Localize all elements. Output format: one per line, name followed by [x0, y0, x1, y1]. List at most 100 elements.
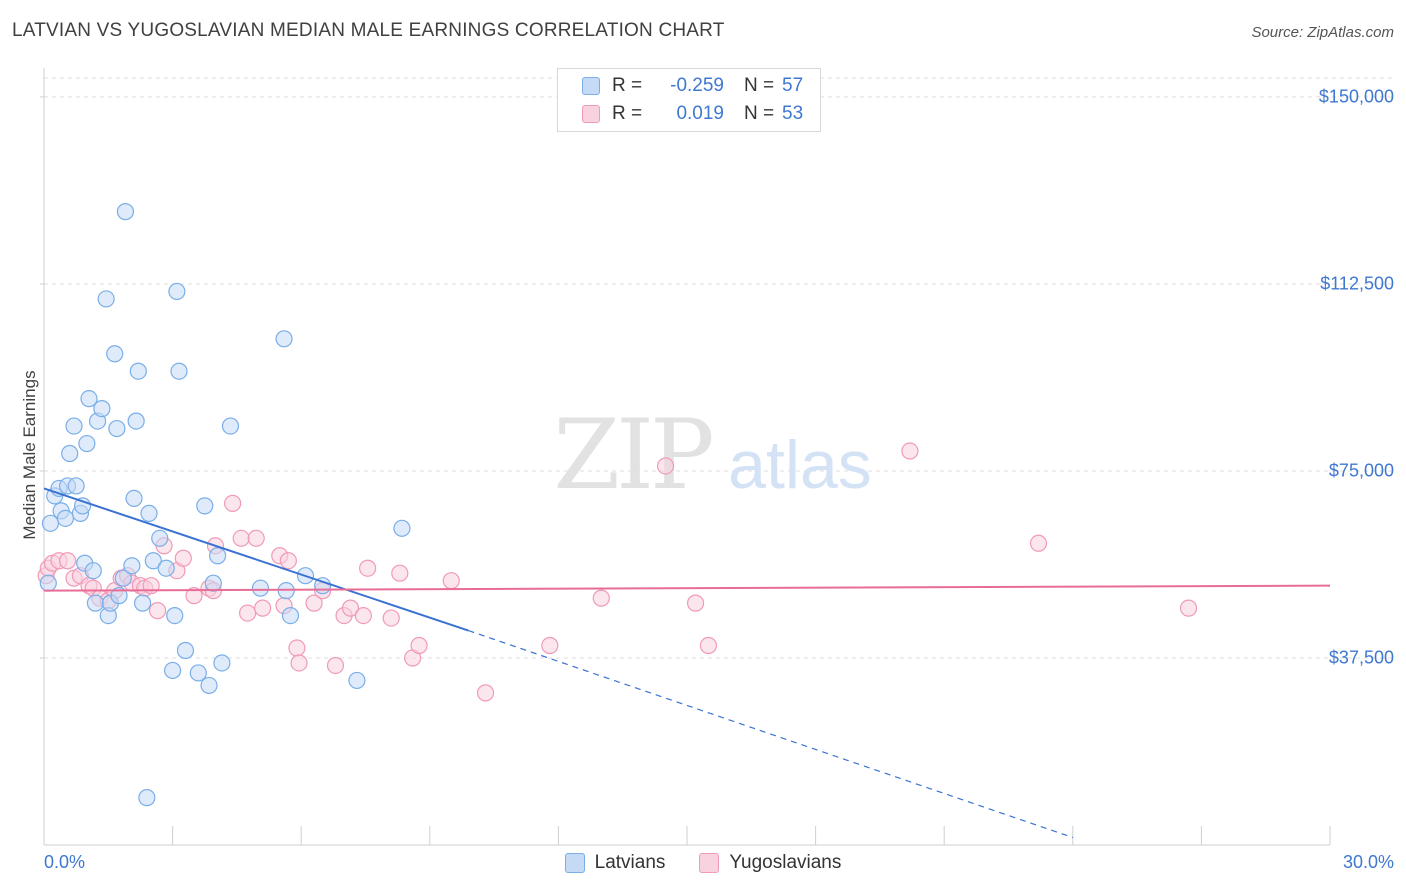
yugoslavians-point — [901, 442, 919, 460]
latvians-point — [348, 671, 366, 690]
yugoslavians-point — [142, 577, 160, 595]
latvians-point — [127, 412, 145, 430]
yugoslavians-n-value: 53 — [782, 103, 804, 124]
latvians-point — [123, 557, 141, 575]
yugoslavians-point — [305, 594, 323, 612]
latvians-trend-line — [43, 487, 469, 632]
yugoslavians-point — [410, 636, 428, 655]
latvians-point — [65, 417, 83, 435]
yugoslavians-point — [354, 606, 372, 625]
yugoslavians-point — [686, 594, 705, 612]
yugoslavians-point — [279, 552, 297, 570]
yugoslavians-point — [699, 636, 718, 655]
yugoslavians-point — [232, 529, 250, 547]
latvians-point — [116, 203, 135, 221]
latvians-point — [200, 676, 218, 695]
yugoslavians-point — [656, 457, 675, 475]
stats-legend: R = -0.259 N = 57 R = 0.019 N = 53 — [557, 68, 821, 132]
latvians-swatch — [582, 77, 600, 95]
latvians-point — [86, 594, 105, 612]
yugoslavians-point — [476, 684, 495, 702]
latvians-point — [144, 552, 162, 570]
yugoslavians-point — [247, 529, 265, 547]
latvians-point — [80, 390, 98, 408]
chart-source: Source: ZipAtlas.com — [1251, 24, 1394, 41]
trend-lines — [43, 487, 1331, 839]
latvians-trend-extension — [468, 629, 1073, 839]
latvians-point — [196, 497, 214, 515]
latvians-point — [275, 330, 293, 348]
yugoslavians-point — [185, 587, 203, 605]
gridlines — [40, 77, 1394, 659]
series-legend: Latvians Yugoslavians — [0, 852, 1406, 874]
latvians-r-value: -0.259 — [670, 75, 724, 96]
latvians-point — [251, 579, 270, 597]
latvians-point — [84, 562, 102, 580]
latvians-point — [221, 417, 240, 435]
yugoslavians-point — [382, 609, 400, 627]
latvians-point — [61, 444, 79, 463]
yugoslavians-point — [254, 599, 272, 617]
yugoslavians-swatch — [582, 105, 600, 123]
latvians-point — [151, 529, 169, 547]
latvians-legend-swatch — [564, 853, 585, 873]
legend-n-label: N = — [744, 103, 775, 124]
legend-item-yugoslavians[interactable]: Yugoslavians — [699, 852, 841, 874]
latvians-point — [39, 574, 57, 592]
yugoslavians-point — [326, 656, 345, 675]
latvians-legend-label: Latvians — [594, 852, 666, 873]
latvians-point — [204, 574, 222, 592]
chart-title: LATVIAN VS YUGOSLAVIAN MEDIAN MALE EARNI… — [12, 20, 725, 41]
yugoslavians-point — [541, 636, 559, 655]
yugoslavians-point — [290, 654, 308, 672]
latvians-point — [189, 664, 207, 682]
y-tick-label: $112,500 — [1320, 273, 1394, 294]
yugoslavians-point — [341, 599, 360, 617]
latvians-point — [209, 547, 227, 565]
x-tick-max: 30.0% — [1342, 852, 1394, 872]
latvians-point — [170, 362, 188, 380]
latvians-point — [140, 504, 158, 522]
latvians-point — [125, 489, 143, 507]
legend-item-latvians[interactable]: Latvians — [564, 852, 666, 874]
yugoslavians-point — [442, 572, 460, 590]
yugoslavians-legend-label: Yugoslavians — [729, 852, 842, 873]
yugoslavians-trend-line — [43, 584, 1331, 592]
latvians-point — [176, 641, 195, 660]
legend-row-latvians: R = -0.259 N = 57 — [582, 73, 803, 99]
latvians-point — [78, 434, 96, 453]
legend-r-label: R = — [612, 75, 643, 96]
latvians-points — [39, 203, 411, 807]
latvians-point — [164, 661, 182, 680]
yugoslavians-point — [359, 559, 377, 577]
latvians-point — [168, 282, 186, 301]
latvians-point — [114, 569, 132, 587]
y-tick-label: $150,000 — [1318, 86, 1394, 107]
latvians-point — [108, 419, 126, 438]
latvians-point — [97, 290, 115, 308]
latvians-point — [129, 362, 147, 380]
yugoslavians-point — [391, 564, 409, 582]
yugoslavians-point — [1179, 599, 1198, 617]
watermark-zip: ZIP — [553, 399, 712, 511]
yugoslavians-point — [58, 552, 77, 570]
yugoslavians-point — [224, 494, 242, 512]
y-tick-label: $37,500 — [1328, 647, 1394, 668]
latvians-point — [393, 519, 411, 537]
legend-n-label: N = — [744, 75, 775, 96]
latvians-point — [67, 477, 85, 495]
latvians-point — [110, 587, 128, 605]
yugoslavians-point — [148, 602, 167, 620]
x-tick-min: 0.0% — [44, 852, 86, 872]
yugoslavians-point — [239, 604, 257, 622]
legend-row-yugoslavians: R = 0.019 N = 53 — [582, 101, 803, 127]
latvians-point — [138, 789, 156, 807]
latvians-point — [133, 594, 152, 612]
yugoslavians-point — [288, 639, 306, 657]
axes — [43, 68, 1331, 846]
yugoslavians-legend-swatch — [699, 853, 720, 873]
yugoslavians-point — [1029, 534, 1048, 552]
watermark-atlas: atlas — [728, 427, 872, 503]
latvians-point — [106, 345, 124, 363]
latvians-point — [166, 606, 184, 625]
